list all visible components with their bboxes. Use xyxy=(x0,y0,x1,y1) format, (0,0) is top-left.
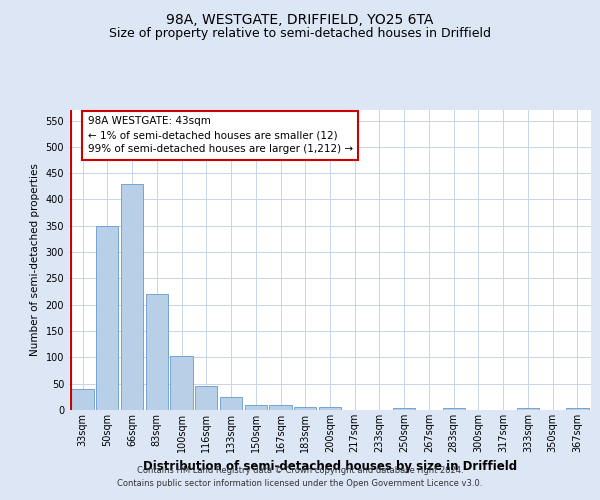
Bar xyxy=(96,226,118,410)
Bar xyxy=(121,184,143,410)
Bar xyxy=(517,408,539,410)
Bar xyxy=(71,389,94,410)
Bar xyxy=(195,386,217,410)
Bar xyxy=(146,294,168,410)
Bar xyxy=(294,407,316,410)
Bar xyxy=(220,397,242,410)
Text: 98A WESTGATE: 43sqm
← 1% of semi-detached houses are smaller (12)
99% of semi-de: 98A WESTGATE: 43sqm ← 1% of semi-detache… xyxy=(88,116,353,154)
Text: 98A, WESTGATE, DRIFFIELD, YO25 6TA: 98A, WESTGATE, DRIFFIELD, YO25 6TA xyxy=(166,12,434,26)
Y-axis label: Number of semi-detached properties: Number of semi-detached properties xyxy=(30,164,40,356)
Bar xyxy=(170,356,193,410)
Bar xyxy=(566,408,589,410)
Bar xyxy=(393,408,415,410)
Bar xyxy=(269,404,292,410)
Bar xyxy=(245,404,267,410)
Text: Contains HM Land Registry data © Crown copyright and database right 2024.
Contai: Contains HM Land Registry data © Crown c… xyxy=(118,466,482,487)
Text: Size of property relative to semi-detached houses in Driffield: Size of property relative to semi-detach… xyxy=(109,28,491,40)
Bar xyxy=(443,408,465,410)
Bar xyxy=(319,407,341,410)
X-axis label: Distribution of semi-detached houses by size in Driffield: Distribution of semi-detached houses by … xyxy=(143,460,517,473)
